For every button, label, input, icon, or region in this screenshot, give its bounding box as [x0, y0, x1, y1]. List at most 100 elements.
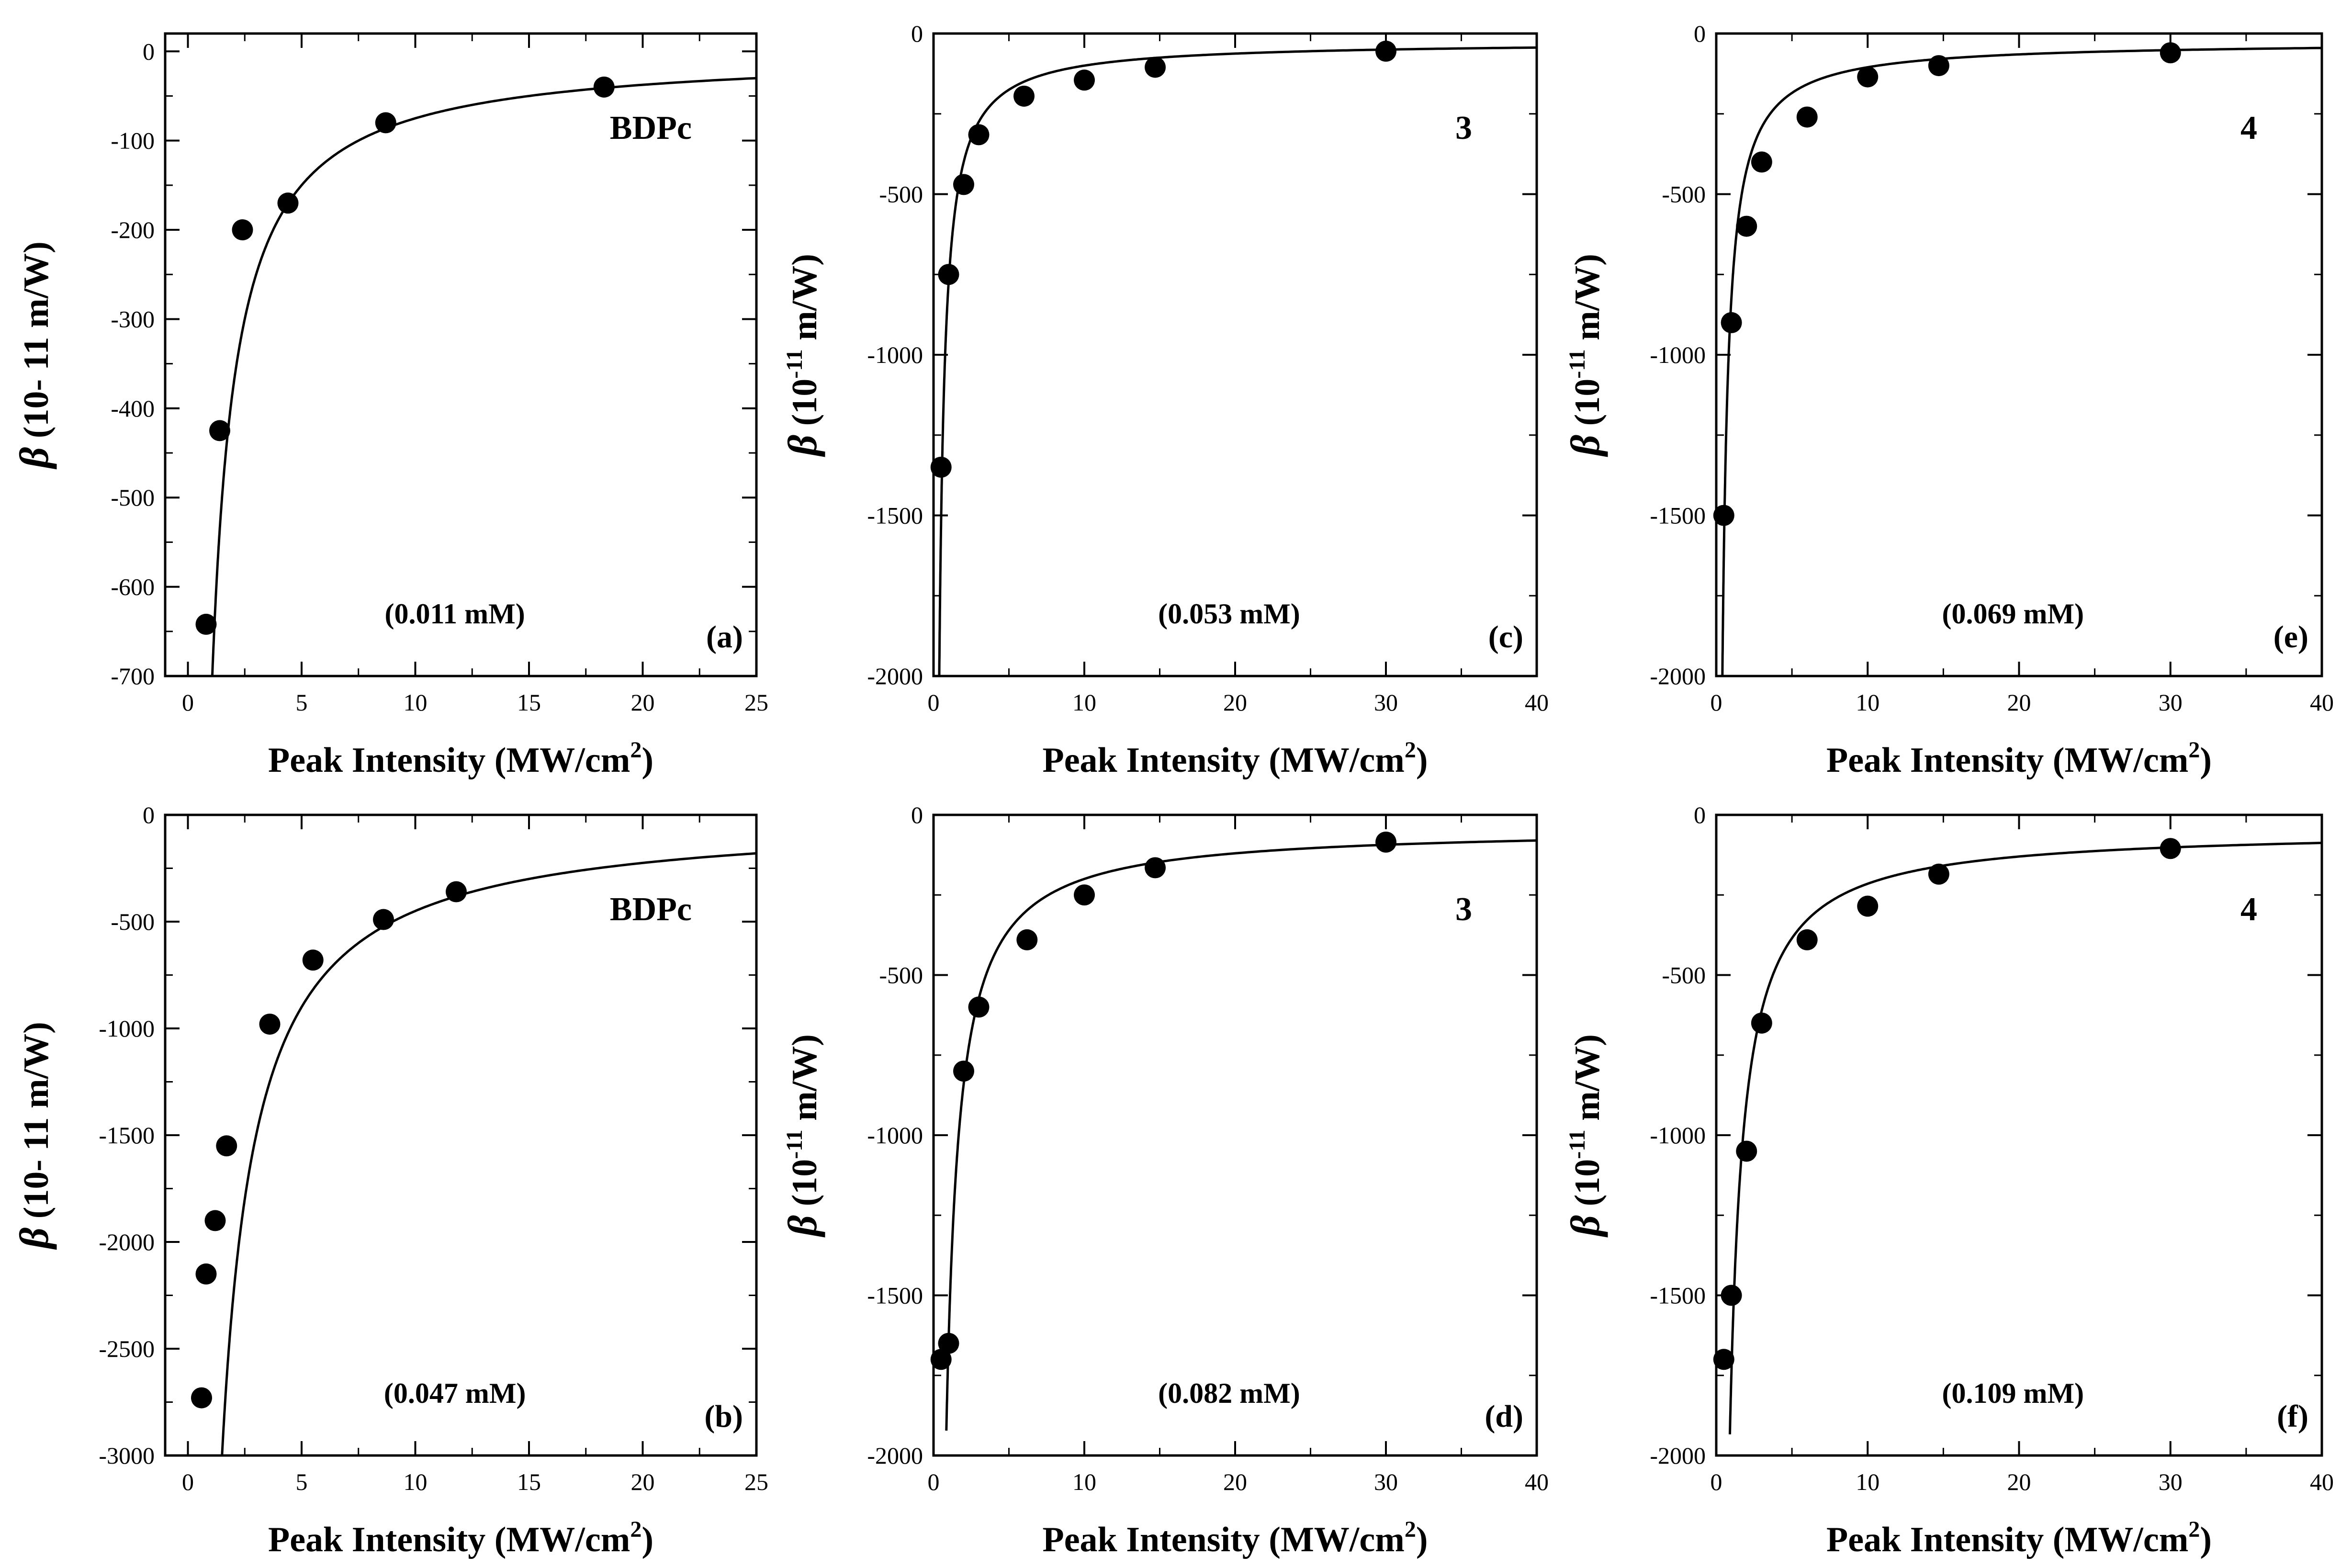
y-tick-label: -500 [111, 908, 155, 935]
data-point [209, 420, 230, 441]
x-tick-label: 20 [631, 1468, 655, 1495]
y-axis-label: β (10- 11 m/W) [11, 241, 57, 470]
data-point [1857, 66, 1879, 88]
x-axis-label: Peak Intensity (MW/cm2) [1826, 737, 2212, 780]
panel-label: (c) [1488, 620, 1523, 654]
data-point [953, 174, 974, 195]
data-point [302, 949, 324, 971]
y-tick-label: -1500 [867, 502, 923, 529]
x-tick-label: 25 [744, 1468, 768, 1495]
data-point [968, 996, 990, 1018]
x-tick-label: 10 [1856, 1468, 1879, 1495]
data-point [930, 1349, 952, 1370]
data-point [1074, 69, 1095, 91]
data-point [930, 456, 952, 478]
data-point [1145, 56, 1166, 78]
x-tick-label: 0 [1711, 1468, 1722, 1495]
fit-curve [221, 852, 756, 1455]
fit-curve [938, 46, 1537, 676]
x-axis-label-main: Peak Intensity (MW/cm [1826, 1520, 2188, 1559]
data-point [938, 264, 959, 285]
x-axis-label-main: Peak Intensity (MW/cm [268, 741, 630, 780]
x-axis-label-main: Peak Intensity (MW/cm [268, 1520, 630, 1559]
y-tick-label: -600 [111, 574, 155, 600]
panel-label: (a) [706, 620, 743, 654]
plot-frame [1715, 32, 2323, 677]
y-axis-label-beta: β [11, 447, 57, 470]
y-axis-label-beta: β [779, 1215, 825, 1238]
compound-label: BDPc [610, 891, 692, 928]
data-point [216, 1135, 237, 1157]
panel-f: 0 10 20 30 40 0 -500 -1000 -1500 -2000 4 (0.109 mM)… [1562, 801, 2334, 1559]
data-point [593, 76, 615, 98]
y-axis-label-sup: -11 [1564, 1129, 1590, 1159]
data-point [2160, 42, 2181, 64]
y-axis-label-sup: -11 [782, 1129, 807, 1159]
x-tick-label: 0 [928, 1468, 940, 1495]
panel-b: 0 5 10 15 20 25 0 -500 -1000 -1500 -2000 -2500 -3000… [11, 801, 768, 1559]
fit-curve [211, 77, 756, 676]
x-axis-label-sup: 2 [1405, 1517, 1416, 1542]
y-axis-label-end: m/W) [1568, 254, 1607, 349]
x-tick-label: 30 [1374, 689, 1398, 716]
data-point [1736, 1140, 1757, 1162]
x-axis-label-main: Peak Intensity (MW/cm [1043, 741, 1405, 780]
x-tick-label: 10 [404, 1468, 428, 1495]
compound-label: BDPc [610, 110, 692, 147]
x-axis-label-sup: 2 [2188, 737, 2200, 763]
data-point [1145, 857, 1166, 879]
x-tick-label: 20 [631, 689, 655, 716]
y-axis-label-end: m/W) [1568, 1034, 1607, 1129]
concentration-label: (0.069 mM) [1942, 598, 2084, 630]
y-axis-label-main: (10 [785, 379, 824, 435]
y-axis-label-beta: β [1562, 435, 1608, 457]
y-tick-label: -1000 [867, 1122, 923, 1149]
data-point [1713, 505, 1734, 526]
data-point [259, 1014, 281, 1035]
y-tick-label: 0 [1694, 801, 1706, 828]
x-tick-label: 40 [1525, 1468, 1549, 1495]
data-point [1375, 831, 1396, 853]
compound-label: 3 [1455, 110, 1472, 147]
x-axis-label: Peak Intensity (MW/cm2) [268, 737, 653, 780]
y-tick-label: -200 [111, 216, 155, 243]
y-axis-label-sup: -11 [782, 349, 807, 378]
plot-frame [1715, 813, 2323, 1457]
y-axis-label-end: m/W) [785, 1034, 824, 1129]
y-axis-label-end: m/W) [785, 254, 824, 349]
y-tick-label: -500 [111, 484, 155, 511]
data-point [1736, 215, 1757, 237]
concentration-label: (0.053 mM) [1158, 598, 1300, 630]
y-tick-label: -2000 [1650, 663, 1706, 689]
data-point [1721, 312, 1742, 333]
x-tick-label: 15 [517, 689, 541, 716]
x-tick-label: 10 [1072, 689, 1096, 716]
x-tick-label: 10 [1072, 1468, 1096, 1495]
x-tick-label: 20 [1223, 689, 1247, 716]
y-axis-label: β (10- 11 m/W) [11, 1022, 57, 1250]
y-axis-label: β (10-11 m/W) [1562, 1034, 1608, 1238]
y-tick-label: -1000 [99, 1015, 155, 1042]
x-tick-label: 20 [1223, 1468, 1247, 1495]
data-point [2160, 838, 2181, 859]
x-axis-label-main: Peak Intensity (MW/cm [1826, 741, 2188, 780]
x-tick-label: 0 [182, 689, 194, 716]
y-tick-label: -400 [111, 395, 155, 422]
y-axis-label-main: (10 [1568, 379, 1607, 435]
data-point [1721, 1285, 1742, 1306]
compound-label: 4 [2240, 891, 2257, 928]
data-point [446, 881, 467, 902]
x-axis-label-end: ) [1416, 1520, 1428, 1559]
x-axis-label: Peak Intensity (MW/cm2) [1043, 737, 1428, 780]
y-tick-label: -500 [879, 181, 923, 208]
x-tick-label: 15 [517, 1468, 541, 1495]
x-tick-label: 30 [1374, 1468, 1398, 1495]
data-point [204, 1210, 226, 1231]
x-tick-label: 30 [2159, 689, 2183, 716]
y-axis-label-main: (10- 11 m/W) [17, 1022, 56, 1228]
y-tick-label: 0 [143, 801, 155, 828]
data-point [1796, 106, 1818, 128]
y-tick-label: -500 [1662, 962, 1706, 989]
y-tick-label: -500 [879, 962, 923, 989]
plot-frame [932, 32, 1538, 677]
